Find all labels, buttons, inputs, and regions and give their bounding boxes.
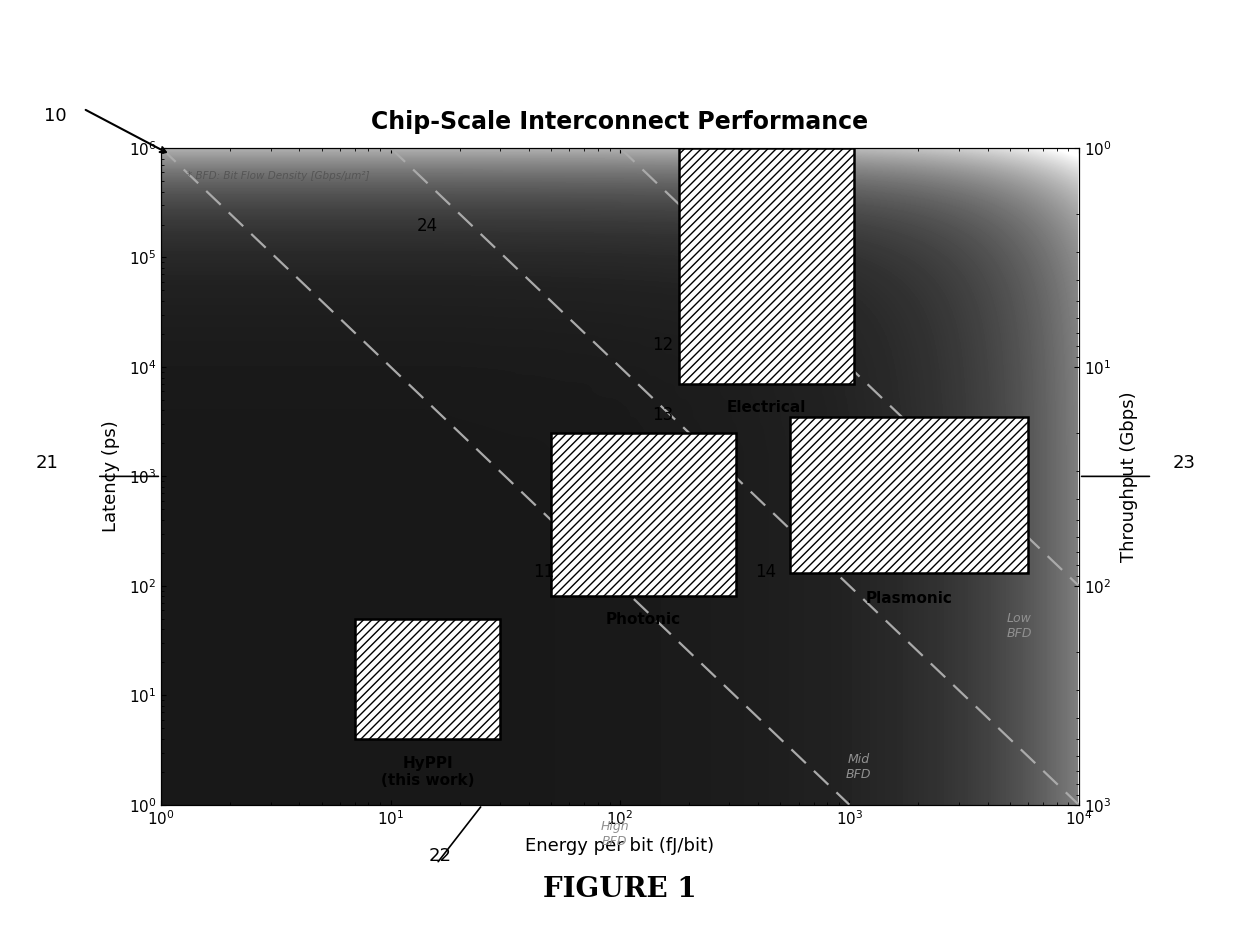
Text: Mid
BFD: Mid BFD [846, 753, 872, 781]
Bar [355, 619, 500, 739]
Text: 12: 12 [652, 337, 673, 354]
Text: 22: 22 [429, 846, 451, 865]
Bar [551, 433, 735, 597]
Text: 21: 21 [36, 453, 58, 472]
Bar [790, 417, 1028, 574]
Text: Photonic: Photonic [605, 611, 681, 627]
Text: FIGURE 1: FIGURE 1 [543, 876, 697, 904]
Text: 24: 24 [417, 217, 438, 235]
Text: 14: 14 [755, 563, 776, 581]
Text: Electrical: Electrical [727, 400, 806, 415]
Text: * BFD: Bit Flow Density [Gbps/μm²]: * BFD: Bit Flow Density [Gbps/μm²] [187, 171, 370, 181]
Title: Chip-Scale Interconnect Performance: Chip-Scale Interconnect Performance [372, 109, 868, 133]
Y-axis label: Latency (ps): Latency (ps) [103, 421, 120, 532]
Text: 10: 10 [45, 106, 67, 125]
Text: 13: 13 [652, 406, 673, 425]
Text: Plasmonic: Plasmonic [866, 591, 952, 606]
Text: 23: 23 [1173, 453, 1195, 472]
Text: 11: 11 [533, 563, 554, 581]
Bar [678, 148, 854, 384]
Text: HyPPI
(this work): HyPPI (this work) [381, 756, 475, 788]
Text: Low
BFD: Low BFD [1007, 611, 1032, 640]
X-axis label: Energy per bit (fJ/bit): Energy per bit (fJ/bit) [526, 836, 714, 855]
Text: High
BFD: High BFD [600, 820, 629, 848]
Y-axis label: Throughput (Gbps): Throughput (Gbps) [1120, 391, 1137, 561]
